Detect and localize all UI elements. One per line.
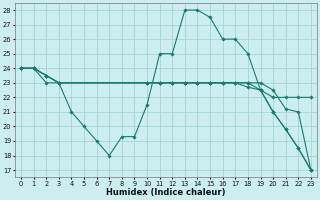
X-axis label: Humidex (Indice chaleur): Humidex (Indice chaleur)	[106, 188, 226, 197]
